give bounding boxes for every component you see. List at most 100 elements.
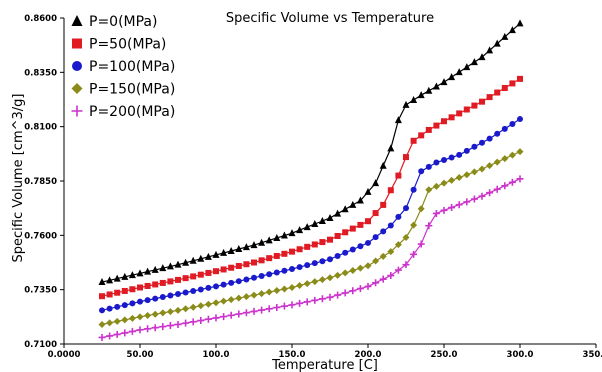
data-point	[311, 260, 318, 267]
data-point	[379, 252, 387, 260]
data-point	[136, 326, 144, 334]
data-point	[448, 114, 455, 121]
data-point	[478, 192, 486, 200]
data-point	[372, 279, 380, 287]
y-tick-label: 0.8350	[24, 68, 57, 78]
data-point	[470, 168, 478, 176]
data-point	[235, 310, 243, 318]
data-point	[341, 205, 349, 213]
data-point	[448, 204, 456, 212]
legend-label: P=0(MPa)	[89, 14, 157, 30]
data-point	[349, 287, 357, 295]
data-point	[197, 271, 204, 278]
data-point	[242, 293, 250, 301]
data-point	[440, 206, 448, 214]
data-point	[356, 264, 364, 272]
data-point	[99, 293, 105, 300]
data-point	[486, 189, 494, 197]
legend-label: P=100(MPa)	[89, 59, 175, 75]
data-point	[190, 287, 197, 294]
data-point	[296, 246, 303, 253]
data-point	[402, 234, 410, 242]
data-point	[166, 262, 174, 270]
y-tick-label: 0.8100	[24, 123, 57, 133]
data-point	[250, 291, 258, 299]
data-point	[463, 106, 470, 113]
data-point	[372, 210, 379, 217]
legend-label: P=200(MPa)	[89, 104, 175, 120]
data-point	[204, 300, 212, 308]
data-point	[432, 182, 440, 190]
x-tick-label: 350.0	[583, 350, 602, 360]
data-point	[387, 272, 395, 280]
data-point	[296, 299, 304, 307]
data-point	[470, 195, 478, 203]
data-point	[121, 329, 129, 337]
legend-label: P=50(MPa)	[89, 37, 166, 53]
data-point	[501, 84, 508, 91]
data-point	[372, 179, 380, 187]
data-point	[273, 303, 281, 311]
legend-marker	[71, 15, 83, 26]
data-point	[326, 274, 334, 282]
data-point	[167, 278, 174, 285]
data-point	[456, 110, 463, 117]
data-point	[99, 307, 105, 314]
data-point	[318, 216, 326, 224]
data-point	[228, 264, 235, 271]
data-point	[448, 73, 456, 81]
data-point	[432, 82, 440, 90]
data-point	[403, 154, 409, 161]
data-point	[493, 158, 501, 166]
data-point	[220, 266, 227, 273]
x-tick-label: 0.0000	[48, 350, 81, 360]
data-point	[144, 312, 152, 320]
data-point	[516, 148, 524, 156]
data-point	[501, 32, 509, 40]
data-point	[189, 303, 197, 311]
data-point	[174, 320, 182, 328]
data-point	[380, 228, 387, 235]
data-point	[448, 176, 456, 184]
data-point	[235, 262, 242, 269]
data-point	[517, 116, 523, 123]
data-point	[410, 250, 418, 258]
legend-item: P=150(MPa)	[71, 82, 175, 98]
data-point	[410, 96, 418, 104]
data-point	[212, 250, 220, 258]
data-point	[296, 226, 304, 234]
x-tick-label: 150.0	[279, 350, 306, 360]
data-point	[394, 241, 402, 249]
data-point	[304, 262, 311, 269]
data-point	[517, 75, 523, 82]
data-point	[372, 257, 380, 265]
data-point	[417, 205, 425, 213]
data-point	[494, 89, 501, 96]
data-point	[387, 248, 395, 256]
series-layer	[98, 19, 524, 341]
data-point	[159, 279, 166, 286]
data-point	[243, 261, 250, 268]
data-point	[182, 275, 189, 282]
series	[98, 148, 524, 328]
data-point	[189, 256, 197, 264]
data-point	[501, 125, 508, 132]
y-tick-label: 0.7850	[24, 177, 57, 187]
data-point	[106, 319, 114, 327]
data-point	[448, 154, 455, 161]
data-point	[303, 223, 311, 231]
data-point	[394, 266, 402, 274]
data-point	[493, 185, 501, 193]
series	[98, 19, 524, 286]
data-point	[144, 282, 151, 289]
data-point	[470, 58, 478, 66]
data-point	[197, 317, 205, 325]
data-point	[166, 322, 174, 330]
data-point	[341, 289, 349, 297]
data-point	[251, 259, 257, 266]
data-point	[190, 273, 197, 280]
x-tick-label: 250.0	[431, 350, 458, 360]
data-point	[114, 303, 121, 310]
data-point	[342, 229, 349, 236]
data-point	[98, 333, 106, 341]
